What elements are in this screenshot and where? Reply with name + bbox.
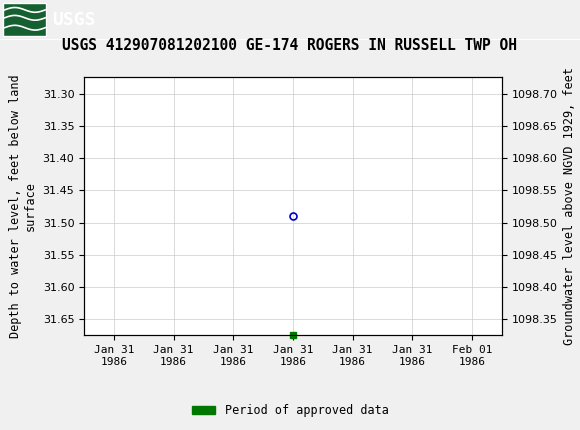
Y-axis label: Depth to water level, feet below land
surface: Depth to water level, feet below land su… — [9, 74, 37, 338]
Text: USGS: USGS — [52, 11, 96, 29]
Legend: Period of approved data: Period of approved data — [187, 399, 393, 422]
FancyBboxPatch shape — [3, 3, 46, 37]
Y-axis label: Groundwater level above NGVD 1929, feet: Groundwater level above NGVD 1929, feet — [563, 68, 576, 345]
Text: USGS 412907081202100 GE-174 ROGERS IN RUSSELL TWP OH: USGS 412907081202100 GE-174 ROGERS IN RU… — [63, 38, 517, 52]
